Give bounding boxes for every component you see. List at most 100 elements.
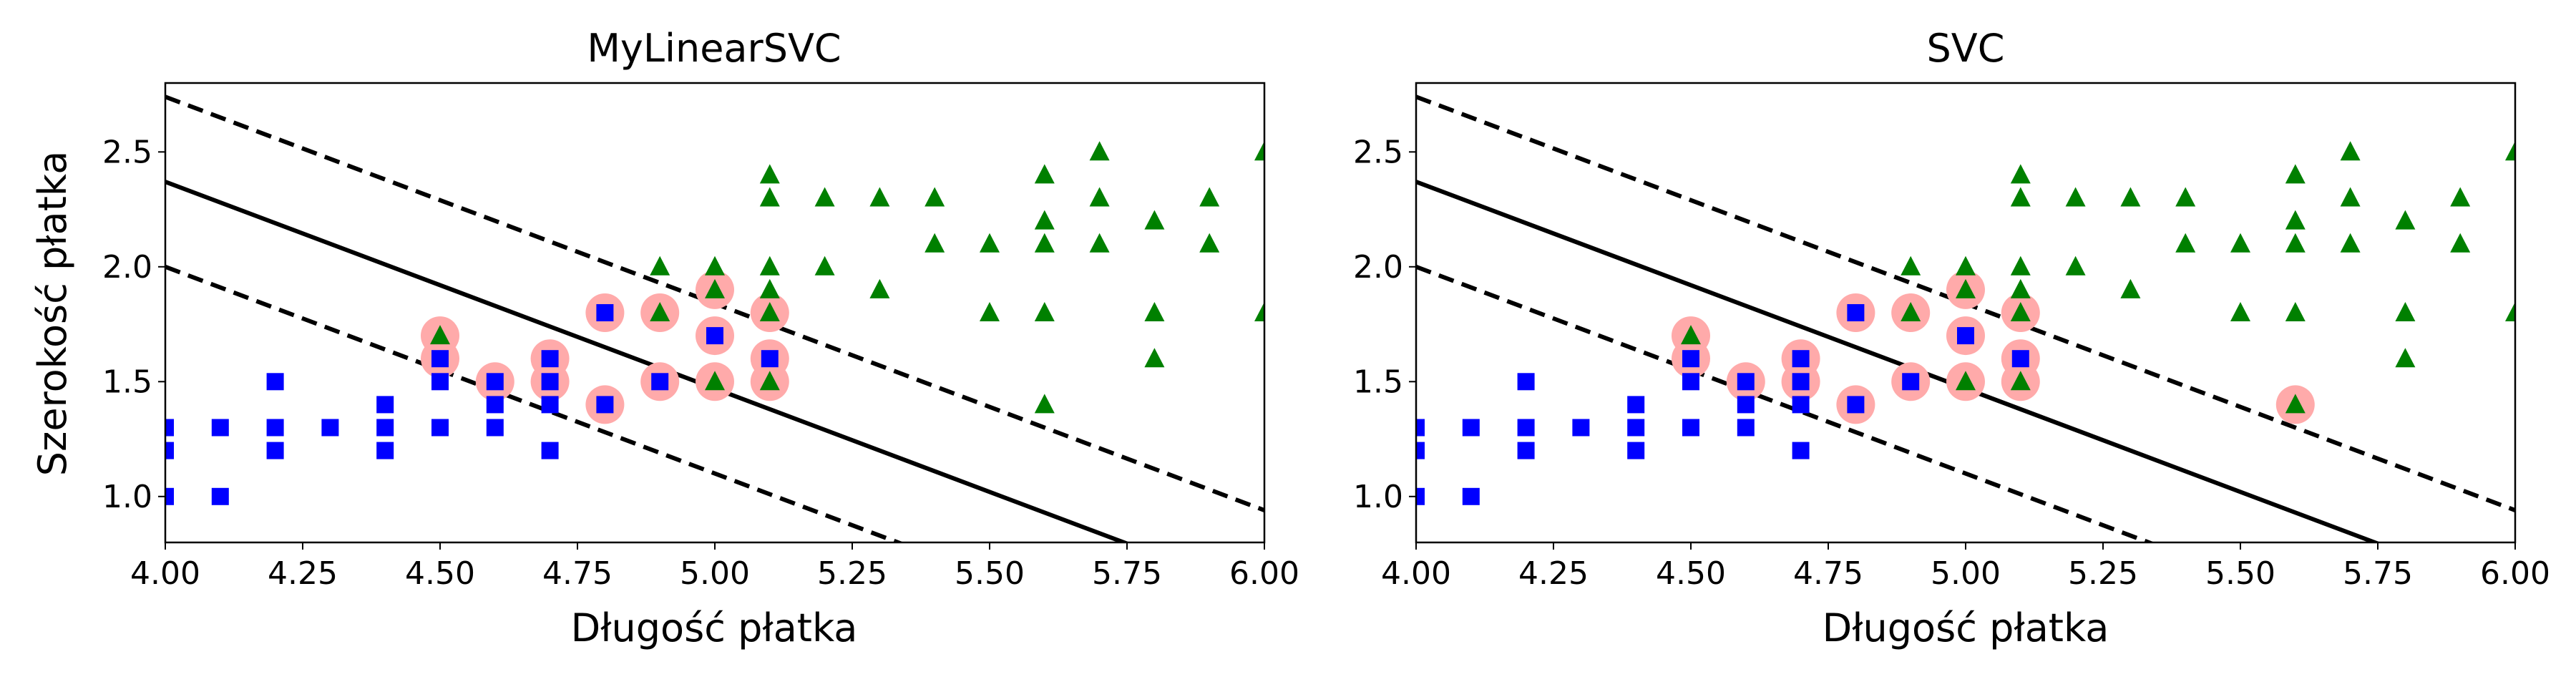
square-marker [486, 396, 504, 414]
square-marker [431, 350, 449, 368]
square-marker [1416, 487, 1425, 505]
square-marker [1627, 396, 1645, 414]
triangle-marker [1144, 210, 1165, 230]
triangle-marker [2450, 187, 2471, 207]
triangle-marker [430, 325, 450, 345]
triangle-marker [2010, 164, 2031, 184]
x-tick-label: 4.50 [405, 555, 475, 592]
y-tick-label: 1.5 [102, 364, 152, 400]
triangle-marker [1901, 255, 1921, 276]
triangle-marker [924, 233, 945, 253]
triangle-marker [1199, 233, 1220, 253]
square-marker [1847, 304, 1865, 321]
square-marker [596, 304, 614, 321]
triangle-marker [2450, 233, 2471, 253]
x-tick-label: 4.25 [268, 555, 338, 592]
square-marker [1792, 350, 1810, 368]
square-marker [651, 373, 669, 391]
square-marker [486, 419, 504, 437]
square-marker [486, 373, 504, 391]
y-tick-label: 1.0 [102, 479, 152, 515]
square-marker [165, 419, 174, 437]
x-tick-label: 4.25 [1518, 555, 1589, 592]
square-marker [266, 442, 284, 459]
square-marker [1627, 442, 1645, 459]
triangle-marker [2505, 302, 2515, 321]
triangle-marker [2230, 302, 2250, 321]
triangle-marker [814, 187, 835, 207]
triangle-marker [759, 187, 780, 207]
triangle-marker [1034, 233, 1055, 253]
x-tick-label: 4.00 [1381, 555, 1451, 592]
triangle-marker [1901, 302, 1921, 321]
square-marker [2011, 350, 2029, 368]
x-axis-label-left: Długość płatka [571, 605, 858, 651]
triangle-marker [1034, 302, 1055, 321]
triangle-marker [705, 255, 725, 276]
square-marker [431, 373, 449, 391]
triangle-marker [2120, 187, 2141, 207]
square-marker [541, 373, 559, 391]
triangle-marker [1089, 141, 1110, 161]
square-marker [1572, 419, 1590, 437]
square-marker [1847, 396, 1865, 414]
square-marker [761, 350, 779, 368]
square-marker [1682, 350, 1699, 368]
triangle-marker [924, 187, 945, 207]
margin-line-lower [1416, 264, 2155, 542]
triangle-marker [2010, 278, 2031, 298]
margin-line-lower [165, 264, 904, 542]
triangle-marker [2395, 348, 2416, 368]
square-marker [1416, 419, 1425, 437]
triangle-marker [2340, 233, 2361, 253]
square-marker [266, 419, 284, 437]
triangle-marker [2230, 233, 2250, 253]
chart-panel-left: MyLinearSVC Długość płatka 4.00 4.25 4.50 4… [102, 26, 1299, 651]
square-marker [1682, 419, 1699, 437]
square-marker [1517, 442, 1535, 459]
y-tick-label: 1.5 [1353, 364, 1403, 400]
square-marker [431, 419, 449, 437]
triangle-marker [1681, 325, 1701, 345]
triangle-marker [705, 371, 725, 391]
plot-inner [1416, 94, 2515, 542]
square-marker [541, 442, 559, 459]
figure-ylabel: Szerokość płatka [30, 151, 75, 477]
triangle-marker [814, 255, 835, 276]
x-tick-label: 4.50 [1656, 555, 1726, 592]
x-tick-label: 5.00 [1931, 555, 2001, 592]
square-marker [266, 373, 284, 391]
triangle-marker [2175, 233, 2196, 253]
triangle-marker [1956, 278, 1976, 298]
triangle-marker [869, 278, 890, 298]
x-tick-label: 5.00 [680, 555, 750, 592]
square-marker [596, 396, 614, 414]
triangle-marker [980, 233, 1000, 253]
triangle-marker [2395, 210, 2416, 230]
triangle-marker [1034, 210, 1055, 230]
square-marker [1737, 396, 1755, 414]
square-marker [1792, 396, 1810, 414]
triangle-marker [1956, 371, 1976, 391]
square-marker [1627, 419, 1645, 437]
triangle-marker [759, 164, 780, 184]
square-marker [165, 487, 174, 505]
square-marker [1517, 419, 1535, 437]
triangle-marker [650, 302, 670, 321]
triangle-marker [2285, 394, 2306, 414]
square-marker [211, 487, 229, 505]
triangle-marker [2010, 371, 2031, 391]
square-marker [1682, 373, 1699, 391]
triangle-marker [2010, 255, 2031, 276]
plot-inner [165, 94, 1264, 542]
triangle-marker [2285, 302, 2306, 321]
x-tick-label: 5.75 [1092, 555, 1162, 592]
triangle-marker [2395, 302, 2416, 321]
x-tick-label: 5.75 [2343, 555, 2413, 592]
square-marker [1416, 442, 1425, 459]
triangle-marker [2065, 255, 2086, 276]
x-tick-label: 6.00 [2480, 555, 2550, 592]
x-tick-label: 4.75 [542, 555, 613, 592]
chart-title-left: MyLinearSVC [587, 26, 841, 71]
triangle-marker [869, 187, 890, 207]
